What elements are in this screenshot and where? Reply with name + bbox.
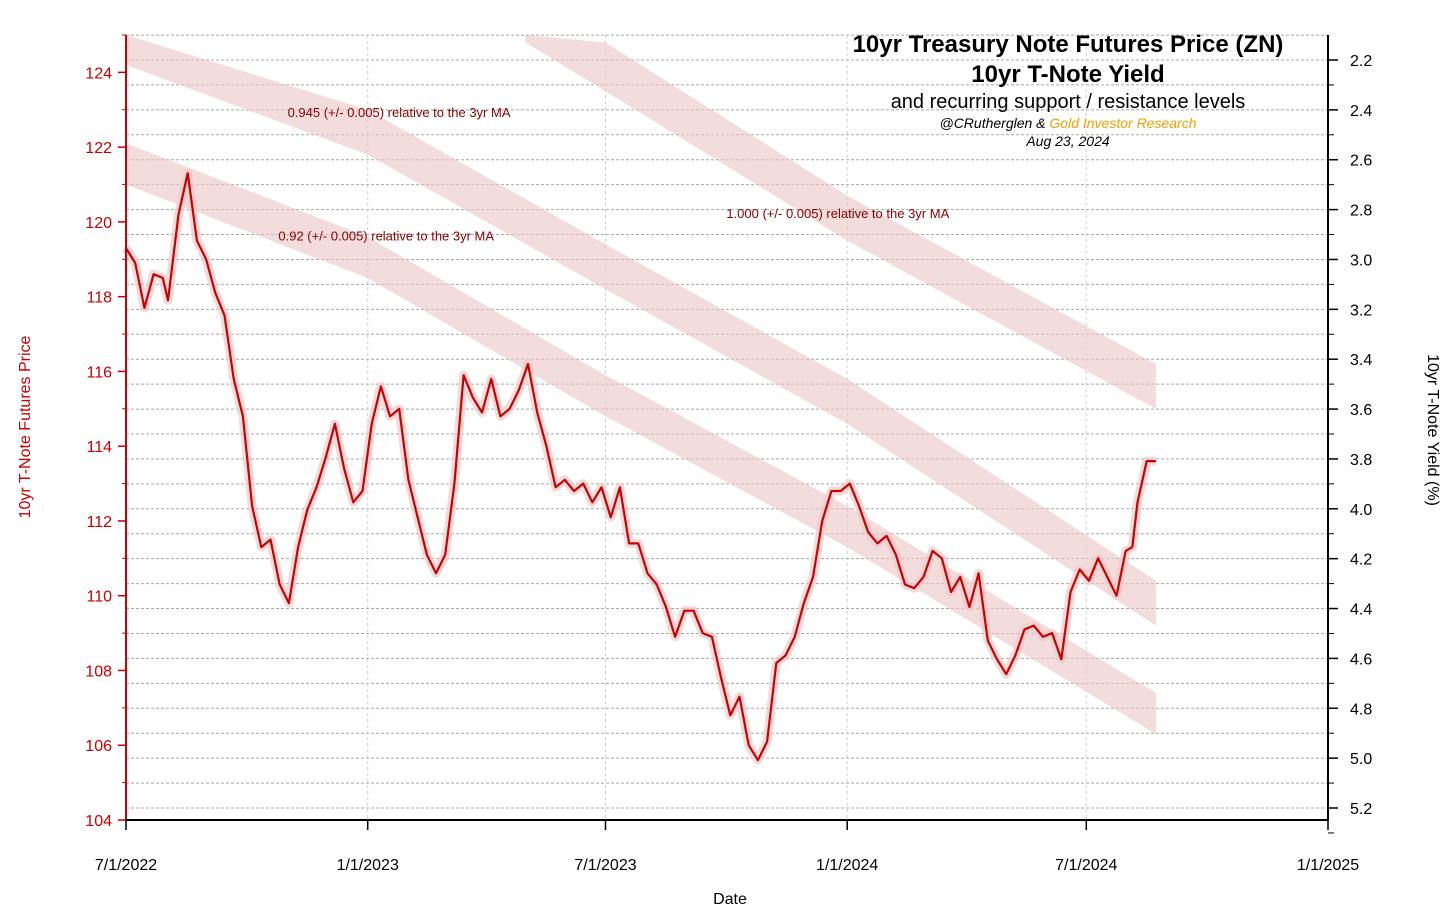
right-tick-label: 3.2: [1350, 302, 1372, 319]
left-tick-label: 120: [85, 215, 112, 232]
chart-subtitle: 10yr T-Note Yield: [971, 61, 1165, 88]
axis-layer: 104 106 108 110 112 114 116 118 120 122 124 2.2 2.4 2…: [17, 34, 1441, 908]
right-tick-label: 2.4: [1350, 103, 1372, 120]
right-tick-label: 4.4: [1350, 602, 1372, 619]
x-tick-label: 1/1/2025: [1297, 857, 1359, 874]
x-tick-label: 1/1/2023: [337, 857, 399, 874]
x-tick-label: 7/1/2023: [574, 857, 636, 874]
band-annotation: 1.000 (+/- 0.005) relative to the 3yr MA: [726, 206, 949, 221]
right-tick-label: 4.8: [1350, 701, 1372, 718]
right-tick-label: 2.2: [1350, 53, 1372, 70]
right-tick-label: 4.2: [1350, 552, 1372, 569]
band-0.945: [126, 35, 1156, 626]
right-tick-label: 5.0: [1350, 751, 1372, 768]
credit-accent: Gold Investor Research: [1049, 115, 1197, 131]
band-1.000: [525, 35, 1156, 409]
x-tick-label: 7/1/2022: [95, 857, 157, 874]
price-line: [125, 172, 1156, 762]
x-axis-title: Date: [713, 891, 747, 908]
chart-title: 10yr Treasury Note Futures Price (ZN): [852, 31, 1284, 58]
left-tick-label: 124: [85, 65, 112, 82]
chart-date: Aug 23, 2024: [1026, 133, 1110, 149]
x-tick-label: 1/1/2024: [816, 857, 878, 874]
left-tick-label: 108: [85, 663, 112, 680]
left-tick-label: 104: [85, 813, 112, 830]
right-tick-label: 3.0: [1350, 252, 1372, 269]
left-tick-label: 110: [86, 589, 112, 606]
band-layer: [126, 35, 1156, 734]
right-tick-label: 4.0: [1350, 502, 1372, 519]
annotation-layer: 0.945 (+/- 0.005) relative to the 3yr MA…: [278, 105, 949, 243]
band-0.92: [126, 143, 1156, 734]
chart-subtitle-2: and recurring support / resistance level…: [890, 91, 1246, 113]
left-tick-label: 116: [86, 364, 112, 381]
left-tick-label: 114: [86, 439, 112, 456]
price-line-halo: [122, 168, 1156, 765]
x-tick-label: 7/1/2024: [1055, 857, 1117, 874]
right-axis-title: 10yr T-Note Yield (%): [1424, 354, 1441, 506]
title-block: 10yr Treasury Note Futures Price (ZN) 10…: [808, 30, 1328, 150]
left-tick-label: 122: [85, 140, 112, 157]
right-tick-label: 3.6: [1350, 402, 1372, 419]
price-line-layer: [122, 168, 1156, 765]
credit-prefix: @CRutherglen &: [939, 115, 1050, 131]
left-tick-label: 118: [86, 290, 112, 307]
right-tick-label: 4.6: [1350, 651, 1372, 668]
credit-line: @CRutherglen & Gold Investor Research: [808, 114, 1328, 132]
band-annotation: 0.92 (+/- 0.005) relative to the 3yr MA: [278, 229, 494, 244]
right-tick-label: 2.8: [1350, 203, 1372, 220]
left-tick-label: 106: [85, 738, 112, 755]
right-tick-label: 3.4: [1350, 352, 1372, 369]
right-tick-label: 2.6: [1350, 153, 1372, 170]
left-axis-title: 10yr T-Note Futures Price: [17, 335, 34, 518]
right-tick-label: 3.8: [1350, 452, 1372, 469]
band-annotation: 0.945 (+/- 0.005) relative to the 3yr MA: [288, 105, 511, 120]
left-tick-label: 112: [86, 514, 112, 531]
right-tick-label: 5.2: [1350, 801, 1372, 818]
